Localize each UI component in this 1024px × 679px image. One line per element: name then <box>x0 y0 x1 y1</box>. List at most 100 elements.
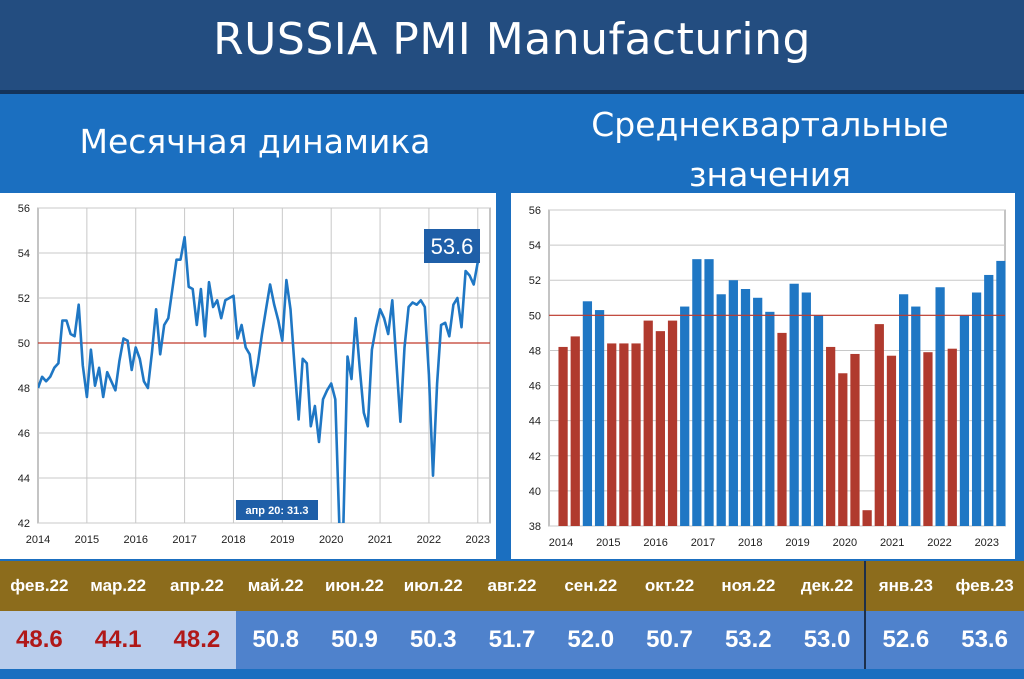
month-value: 48.2 <box>157 611 237 669</box>
y-tick-label: 38 <box>529 521 541 533</box>
quarterly-subtitle-line2: значения <box>688 155 852 194</box>
quarterly-subtitle-line1: Среднеквартальные <box>591 105 949 144</box>
y-tick-label: 46 <box>18 428 30 440</box>
quarterly-bar <box>765 311 775 526</box>
quarterly-bar <box>959 315 970 526</box>
y-tick-label: 54 <box>529 240 541 252</box>
quarterly-bar <box>716 294 726 526</box>
year-separator <box>864 561 866 669</box>
month-value: 51.7 <box>472 611 552 669</box>
quarterly-bar <box>740 289 751 526</box>
month-header: авг.22 <box>472 561 552 611</box>
x-tick-label: 2017 <box>172 534 196 546</box>
quarterly-bar <box>801 292 811 526</box>
quarterly-bar <box>570 336 580 526</box>
quarterly-bar <box>996 260 1006 526</box>
x-tick-label: 2020 <box>319 534 343 546</box>
x-tick-label: 2021 <box>368 534 392 546</box>
month-header: янв.23 <box>866 561 946 611</box>
month-header: дек.22 <box>787 561 867 611</box>
x-tick-label: 2016 <box>123 534 147 546</box>
y-tick-label: 40 <box>529 486 541 498</box>
quarterly-bar <box>692 259 702 526</box>
month-header: июн.22 <box>315 561 394 611</box>
quarterly-bar <box>813 315 824 526</box>
quarterly-bar <box>753 297 763 526</box>
month-value: 50.8 <box>236 611 316 669</box>
monthly-chart-panel: 2014 2015 2016 2017 2018 2019 2020 2021 2022 2023… <box>0 193 496 559</box>
quarterly-bar <box>850 353 860 526</box>
y-tick-label: 54 <box>18 248 30 260</box>
y-tick-label: 52 <box>18 293 30 305</box>
monthly-values-table: фев.22 48.6 мар.22 44.1 апр.22 48.2 май.22 50.8… <box>0 561 1024 679</box>
quarterly-bar <box>789 283 799 526</box>
month-value: 53.6 <box>945 611 1024 669</box>
quarterly-bar <box>619 343 629 526</box>
y-tick-label: 52 <box>529 275 541 287</box>
x-tick-label: 2015 <box>596 537 620 549</box>
quarterly-bar <box>984 274 994 526</box>
x-tick-label: 2022 <box>927 537 951 549</box>
title-bar: RUSSIA PMI Manufacturing <box>0 0 1024 94</box>
x-tick-label: 2014 <box>26 534 50 546</box>
x-tick-label: 2023 <box>466 534 490 546</box>
month-value: 52.0 <box>551 611 631 669</box>
last-value-callout: 53.6 <box>431 234 474 259</box>
x-tick-label: 2014 <box>549 537 573 549</box>
month-header: мар.22 <box>78 561 158 611</box>
x-tick-label: 2018 <box>738 537 762 549</box>
quarterly-chart-panel: 38 40 42 44 46 48 50 52 54 56 2014 2015 2016 2017 2018… <box>511 193 1015 559</box>
quarterly-bar <box>680 306 690 526</box>
last-value-callout-box <box>424 229 480 263</box>
x-tick-label: 2023 <box>975 537 999 549</box>
y-tick-label: 42 <box>18 518 30 530</box>
quarterly-bar-chart: 38 40 42 44 46 48 50 52 54 56 2014 2015 2016 2017 2018… <box>529 205 1006 549</box>
x-tick-label: 2022 <box>417 534 441 546</box>
x-tick-label: 2020 <box>833 537 857 549</box>
quarterly-bar <box>826 346 836 526</box>
quarterly-bar <box>777 332 787 526</box>
quarterly-bar <box>667 320 678 526</box>
y-tick-label: 44 <box>18 473 30 485</box>
quarterly-bar <box>558 346 568 526</box>
month-header: фев.23 <box>945 561 1024 611</box>
month-value: 44.1 <box>78 611 158 669</box>
quarterly-bar <box>874 324 884 526</box>
month-header: сен.22 <box>551 561 631 611</box>
y-tick-label: 44 <box>529 416 541 428</box>
x-tick-label: 2021 <box>880 537 904 549</box>
y-tick-label: 46 <box>529 381 541 393</box>
month-header: фев.22 <box>0 561 79 611</box>
x-tick-label: 2017 <box>691 537 715 549</box>
x-tick-label: 2015 <box>75 534 99 546</box>
y-tick-label: 50 <box>18 338 30 350</box>
low-value-note: апр 20: 31.3 <box>246 505 309 517</box>
plot-area <box>37 207 491 524</box>
y-tick-label: 56 <box>529 205 541 217</box>
month-value: 50.7 <box>630 611 709 669</box>
y-tick-label: 48 <box>18 383 30 395</box>
month-value: 48.6 <box>0 611 79 669</box>
quarterly-bar <box>607 343 617 526</box>
quarterly-bar <box>704 259 714 526</box>
month-value: 53.2 <box>708 611 788 669</box>
month-value: 52.6 <box>866 611 946 669</box>
quarterly-bar <box>838 373 848 526</box>
quarterly-bar <box>935 287 945 526</box>
monthly-subtitle: Месячная динамика <box>79 122 431 161</box>
x-tick-label: 2019 <box>270 534 294 546</box>
quarterly-bar <box>631 343 641 526</box>
month-header: окт.22 <box>630 561 709 611</box>
y-tick-label: 48 <box>529 345 541 357</box>
quarterly-bar <box>899 294 909 526</box>
quarterly-bar <box>582 301 593 526</box>
quarterly-bar <box>643 320 653 526</box>
y-tick-label: 50 <box>529 310 541 322</box>
month-header: ноя.22 <box>708 561 788 611</box>
y-tick-label: 42 <box>529 451 541 463</box>
quarterly-bar <box>947 348 957 526</box>
month-value: 50.9 <box>315 611 394 669</box>
quarterly-bar <box>911 306 921 526</box>
month-header: апр.22 <box>157 561 237 611</box>
quarterly-bar <box>655 331 665 526</box>
